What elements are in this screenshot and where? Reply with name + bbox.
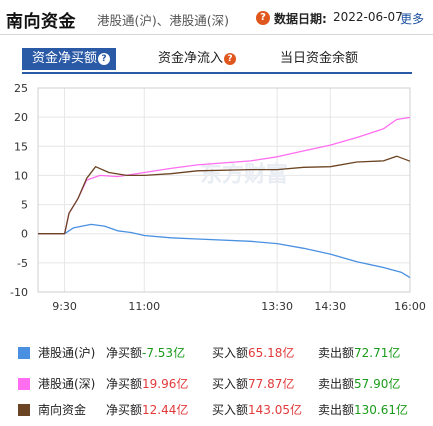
net-value: 19.96亿 [142,377,189,391]
y-tick-label: 25 [14,82,28,95]
sell-label: 卖出额 [318,346,355,360]
legend-swatch [18,347,30,359]
more-link[interactable]: 更多 [400,12,425,26]
page-title: 南向资金 [6,12,76,32]
legend-name: 港股通(沪) [38,346,96,360]
legend-name: 南向资金 [38,403,87,417]
legend-row: 南向资金 净买额12.44亿 买入额143.05亿 卖出额130.61亿 [0,397,433,423]
x-tick-label: 11:00 [128,300,160,313]
header-divider [0,34,433,35]
net-label: 净买额 [106,403,143,417]
buy-label: 买入额 [212,346,249,360]
y-tick-label: 0 [21,228,28,241]
date-label: 数据日期: [274,12,327,26]
net-label: 净买额 [106,377,143,391]
buy-value: 77.87亿 [248,377,295,391]
sell-label: 卖出额 [318,403,355,417]
legend-row: 港股通(沪) 净买额-7.53亿 买入额65.18亿 卖出额72.71亿 [0,340,433,366]
series-line [38,155,411,235]
series-line [38,223,411,279]
legend-swatch [18,378,30,390]
x-tick-label: 9:30 [52,300,77,313]
net-label: 净买额 [106,346,143,360]
buy-label: 买入额 [212,403,249,417]
line-chart: -10 -5 0 5 10 15 20 25 9:30 11:00 13:30 14:30 16:00 东… [10,82,426,313]
sell-value: 57.90亿 [354,377,401,391]
y-tick-label: 10 [14,169,28,182]
tab-underline [22,72,412,74]
y-tick-label: 20 [14,111,28,124]
y-tick-label: 15 [14,140,28,153]
question-icon[interactable]: ? [224,53,237,65]
question-icon[interactable]: ? [98,53,111,65]
legend-swatch [18,404,30,416]
tab-label: 资金净买额 [32,51,98,66]
tab-bar: 资金净买额? 资金净流入? 当日资金余额 [0,42,433,74]
page-subtitle: 港股通(沪)、港股通(深) [97,13,230,28]
sell-value: 72.71亿 [354,346,401,360]
sell-value: 130.61亿 [354,403,409,417]
x-tick-label: 13:30 [261,300,293,313]
tab-label: 当日资金余额 [280,51,359,66]
page-header: 南向资金 港股通(沪)、港股通(深) ? 数据日期: 2022-06-07 更多 [0,0,433,36]
tab-label: 资金净流入 [158,51,224,66]
net-value: -7.53亿 [142,346,186,360]
question-icon[interactable]: ? [256,11,270,25]
tab-net-inflow[interactable]: 资金净流入? [158,48,237,70]
net-value: 12.44亿 [142,403,189,417]
chart-watermark: 东方财富 [200,161,288,187]
legend-name: 港股通(深) [38,377,96,391]
buy-value: 143.05亿 [248,403,303,417]
tab-net-buy[interactable]: 资金净买额? [22,48,117,70]
legend-row: 港股通(深) 净买额19.96亿 买入额77.87亿 卖出额57.90亿 [0,371,433,397]
sell-label: 卖出额 [318,377,355,391]
y-tick-label: -10 [10,286,28,299]
x-tick-label: 14:30 [314,300,346,313]
plot-frame [37,87,411,293]
buy-label: 买入额 [212,377,249,391]
y-tick-label: -5 [17,257,28,270]
y-tick-label: 5 [21,199,28,212]
tab-daily-balance[interactable]: 当日资金余额 [280,48,358,70]
buy-value: 65.18亿 [248,346,295,360]
date-value: 2022-06-07 [333,10,403,24]
x-tick-label: 16:00 [394,300,426,313]
